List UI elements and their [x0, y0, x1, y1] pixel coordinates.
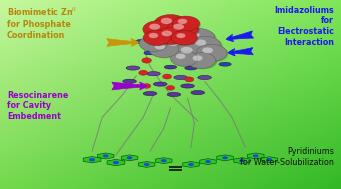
Ellipse shape [198, 75, 211, 80]
Circle shape [144, 21, 176, 39]
Circle shape [155, 28, 186, 44]
Circle shape [205, 160, 211, 163]
Circle shape [103, 154, 108, 157]
Text: Imidazoliums
for
Electrostatic
Interaction: Imidazoliums for Electrostatic Interacti… [275, 6, 334, 47]
Circle shape [163, 74, 172, 79]
Circle shape [188, 32, 199, 38]
Circle shape [161, 159, 166, 162]
Circle shape [198, 45, 228, 62]
Polygon shape [155, 158, 172, 164]
Circle shape [181, 28, 215, 47]
Polygon shape [200, 159, 216, 165]
Polygon shape [121, 155, 138, 161]
Circle shape [142, 58, 151, 63]
Polygon shape [138, 161, 155, 167]
Circle shape [171, 31, 197, 45]
Circle shape [155, 44, 165, 50]
Circle shape [160, 36, 195, 55]
Circle shape [89, 158, 95, 161]
Ellipse shape [123, 79, 136, 83]
Circle shape [174, 17, 201, 32]
Ellipse shape [153, 82, 167, 86]
Circle shape [149, 33, 158, 38]
Circle shape [239, 159, 245, 162]
Circle shape [195, 40, 206, 46]
Text: Pyridiniums
for Water-Solubilization: Pyridiniums for Water-Solubilization [240, 147, 334, 167]
Polygon shape [183, 161, 199, 167]
Polygon shape [261, 157, 278, 163]
Circle shape [149, 41, 179, 57]
Circle shape [173, 31, 198, 46]
Circle shape [161, 36, 197, 56]
Ellipse shape [147, 72, 160, 76]
Ellipse shape [219, 62, 231, 66]
Circle shape [149, 24, 160, 30]
Circle shape [267, 158, 272, 161]
Ellipse shape [135, 40, 148, 44]
Circle shape [173, 24, 184, 30]
Circle shape [139, 70, 148, 75]
Circle shape [253, 154, 258, 157]
Circle shape [145, 31, 172, 46]
Polygon shape [98, 153, 114, 159]
Polygon shape [107, 159, 125, 166]
Polygon shape [234, 158, 250, 164]
Circle shape [178, 19, 187, 24]
Ellipse shape [191, 91, 205, 95]
Circle shape [182, 29, 217, 48]
Circle shape [161, 18, 172, 24]
Circle shape [188, 163, 194, 166]
Circle shape [113, 161, 119, 164]
Circle shape [176, 54, 186, 59]
Circle shape [143, 30, 170, 45]
Ellipse shape [181, 84, 194, 88]
Polygon shape [248, 153, 264, 159]
Ellipse shape [126, 66, 140, 70]
Circle shape [176, 44, 210, 63]
Circle shape [174, 43, 208, 62]
Circle shape [166, 86, 175, 90]
Circle shape [193, 55, 203, 61]
Circle shape [141, 36, 169, 52]
Circle shape [154, 15, 187, 33]
Ellipse shape [143, 91, 157, 96]
Circle shape [188, 36, 221, 54]
Circle shape [189, 53, 217, 69]
Circle shape [162, 30, 172, 36]
Circle shape [187, 53, 216, 68]
Polygon shape [83, 156, 101, 163]
Circle shape [143, 84, 151, 88]
Text: Biomimetic Zn$^{II}$
for Phosphate
Coordination: Biomimetic Zn$^{II}$ for Phosphate Coord… [7, 6, 77, 40]
Text: Resocinarene
for Cavity
Embedment: Resocinarene for Cavity Embedment [7, 91, 68, 121]
Circle shape [143, 21, 174, 38]
Circle shape [176, 33, 186, 38]
Circle shape [169, 51, 178, 56]
Circle shape [196, 44, 227, 61]
Circle shape [170, 51, 198, 66]
Circle shape [185, 77, 194, 82]
Ellipse shape [185, 66, 197, 70]
Polygon shape [217, 155, 233, 161]
Ellipse shape [144, 51, 156, 55]
Circle shape [172, 52, 199, 67]
Circle shape [181, 47, 193, 53]
Ellipse shape [164, 65, 177, 69]
Circle shape [157, 28, 187, 45]
Ellipse shape [167, 92, 181, 97]
Circle shape [150, 42, 180, 58]
Circle shape [139, 36, 168, 51]
Circle shape [202, 47, 213, 53]
Ellipse shape [212, 51, 224, 55]
Circle shape [167, 39, 179, 46]
Circle shape [172, 16, 199, 31]
Circle shape [167, 21, 198, 38]
Circle shape [145, 38, 155, 44]
Circle shape [168, 21, 199, 39]
Circle shape [144, 163, 149, 166]
Circle shape [222, 156, 228, 159]
Circle shape [155, 15, 188, 33]
Ellipse shape [174, 75, 188, 80]
Circle shape [127, 156, 132, 159]
Circle shape [190, 37, 223, 55]
